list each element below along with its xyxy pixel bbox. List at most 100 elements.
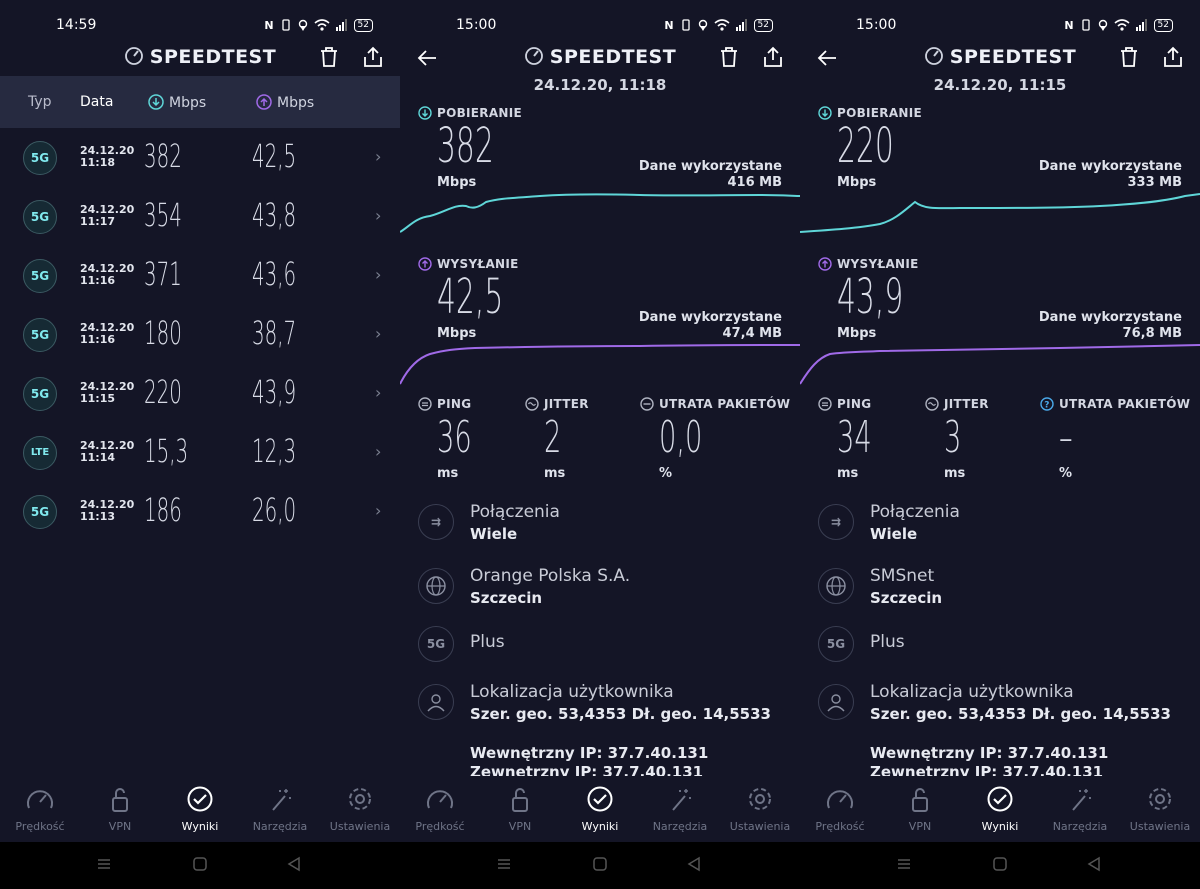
recent-apps-icon[interactable]: [896, 856, 912, 876]
gauge-icon: [524, 46, 544, 71]
gear-icon: [345, 788, 375, 816]
result-date: 24.12.20: [80, 380, 135, 393]
nav-label: Ustawienia: [329, 820, 391, 833]
nav-speed[interactable]: Prędkość: [400, 786, 480, 833]
result-time: 11:15: [80, 392, 116, 405]
result-date: 24.12.20: [80, 144, 135, 157]
result-row[interactable]: 5G 24.12.20 11:16 371 43,6 ›: [0, 255, 400, 318]
provider-row: SMSnet Szczecin: [818, 566, 1198, 618]
col-date[interactable]: Data: [80, 94, 114, 110]
result-datetime: 24.12.20 11:15: [80, 381, 134, 405]
result-row[interactable]: 5G 24.12.20 11:16 180 38,7 ›: [0, 314, 400, 377]
network-type-badge: LTE: [23, 436, 57, 470]
download-label-text: POBIERANIE: [837, 106, 923, 120]
nav-label: Ustawienia: [1129, 820, 1191, 833]
download-arrow-icon: [148, 94, 164, 114]
nfc-icon: N: [664, 19, 674, 32]
back-nav-icon[interactable]: [1086, 856, 1102, 876]
col-download[interactable]: Mbps: [148, 94, 206, 114]
nav-results[interactable]: Wyniki: [160, 786, 240, 833]
app-bar: SPEEDTEST: [0, 44, 400, 74]
nav-vpn[interactable]: VPN: [880, 786, 960, 833]
nav-speed[interactable]: Prędkość: [800, 786, 880, 833]
recent-apps-icon[interactable]: [96, 856, 112, 876]
nav-settings[interactable]: Ustawienia: [1120, 786, 1200, 833]
recent-apps-icon[interactable]: [496, 856, 512, 876]
result-row[interactable]: 5G 24.12.20 11:18 382 42,5 ›: [0, 137, 400, 200]
network-type-badge: 5G: [418, 626, 454, 662]
nav-tools[interactable]: Narzędzia: [240, 786, 320, 833]
trash-icon[interactable]: [318, 46, 340, 72]
battery-icon: 52: [1153, 19, 1173, 32]
download-label: POBIERANIE: [418, 106, 522, 123]
help-icon[interactable]: ?: [1040, 397, 1054, 414]
col-type[interactable]: Typ: [28, 94, 52, 110]
share-icon[interactable]: [762, 46, 784, 72]
nav-speed[interactable]: Prędkość: [0, 786, 80, 833]
provider-row: Orange Polska S.A. Szczecin: [418, 566, 798, 618]
nav-settings[interactable]: Ustawienia: [320, 786, 400, 833]
nav-results[interactable]: Wyniki: [960, 786, 1040, 833]
bottom-nav: Prędkość VPN Wyniki Narzędzia Ustawienia: [800, 776, 1200, 842]
provider-name: Orange Polska S.A.: [470, 566, 631, 586]
result-row[interactable]: 5G 24.12.20 11:17 354 43,8 ›: [0, 196, 400, 259]
app-bar: SPEEDTEST: [400, 44, 800, 74]
home-icon[interactable]: [992, 856, 1008, 876]
internal-ip: Wewnętrzny IP: 37.7.40.131: [870, 744, 1109, 762]
globe-icon: [818, 568, 854, 604]
app-bar: SPEEDTEST: [800, 44, 1200, 74]
brand-label: SPEEDTEST: [149, 46, 277, 68]
upload-arrow-icon: [818, 257, 832, 274]
connections-icon: ⇉: [418, 504, 454, 540]
nav-settings[interactable]: Ustawienia: [720, 786, 800, 833]
globe-icon: [418, 568, 454, 604]
location-title: Lokalizacja użytkownika: [470, 682, 674, 702]
status-time: 15:00: [456, 17, 497, 33]
nav-tools[interactable]: Narzędzia: [1040, 786, 1120, 833]
user-icon: [418, 684, 454, 720]
result-time: 11:17: [80, 215, 116, 228]
nav-results[interactable]: Wyniki: [560, 786, 640, 833]
chevron-right-icon: ›: [375, 147, 382, 166]
magic-wand-icon: [265, 789, 295, 816]
jitter-icon: [525, 397, 539, 414]
nav-tools[interactable]: Narzędzia: [640, 786, 720, 833]
user-icon: [818, 684, 854, 720]
nav-vpn[interactable]: VPN: [80, 786, 160, 833]
result-row[interactable]: LTE 24.12.20 11:14 15,3 12,3 ›: [0, 432, 400, 495]
result-upload: 43,6: [252, 255, 297, 293]
trash-icon[interactable]: [1118, 46, 1140, 72]
home-icon[interactable]: [192, 856, 208, 876]
gauge-icon: [825, 790, 855, 816]
location-row: Lokalizacja użytkownika Szer. geo. 53,435…: [418, 682, 798, 734]
result-row[interactable]: 5G 24.12.20 11:13 186 26,0 ›: [0, 491, 400, 554]
location-coordinates: Szer. geo. 53,4353 Dł. geo. 14,5533: [470, 705, 771, 723]
download-label-text: POBIERANIE: [437, 106, 523, 120]
gauge-icon: [924, 46, 944, 71]
result-row[interactable]: 5G 24.12.20 11:15 220 43,9 ›: [0, 373, 400, 436]
trash-icon[interactable]: [718, 46, 740, 72]
packet-loss-value: –: [1059, 412, 1073, 463]
vibrate-icon: [280, 16, 292, 35]
nav-vpn[interactable]: VPN: [480, 786, 560, 833]
network-type-badge: 5G: [23, 259, 57, 293]
nav-label: VPN: [108, 820, 132, 833]
data-used-label: Dane wykorzystane: [638, 159, 782, 174]
back-icon[interactable]: [416, 48, 438, 72]
home-icon[interactable]: [592, 856, 608, 876]
back-nav-icon[interactable]: [286, 856, 302, 876]
download-value: 382: [437, 118, 494, 174]
share-icon[interactable]: [362, 46, 384, 72]
download-arrow-icon: [418, 106, 432, 123]
download-value: 220: [837, 118, 894, 174]
status-time: 15:00: [856, 17, 897, 33]
col-upload[interactable]: Mbps: [256, 94, 314, 114]
col-download-label: Mbps: [169, 95, 207, 111]
nav-label: Narzędzia: [1052, 820, 1108, 833]
magic-wand-icon: [665, 789, 695, 816]
result-date: 24.12.20: [80, 262, 135, 275]
share-icon[interactable]: [1162, 46, 1184, 72]
back-icon[interactable]: [816, 48, 838, 72]
result-datetime: 24.12.20 11:16: [80, 322, 134, 346]
back-nav-icon[interactable]: [686, 856, 702, 876]
